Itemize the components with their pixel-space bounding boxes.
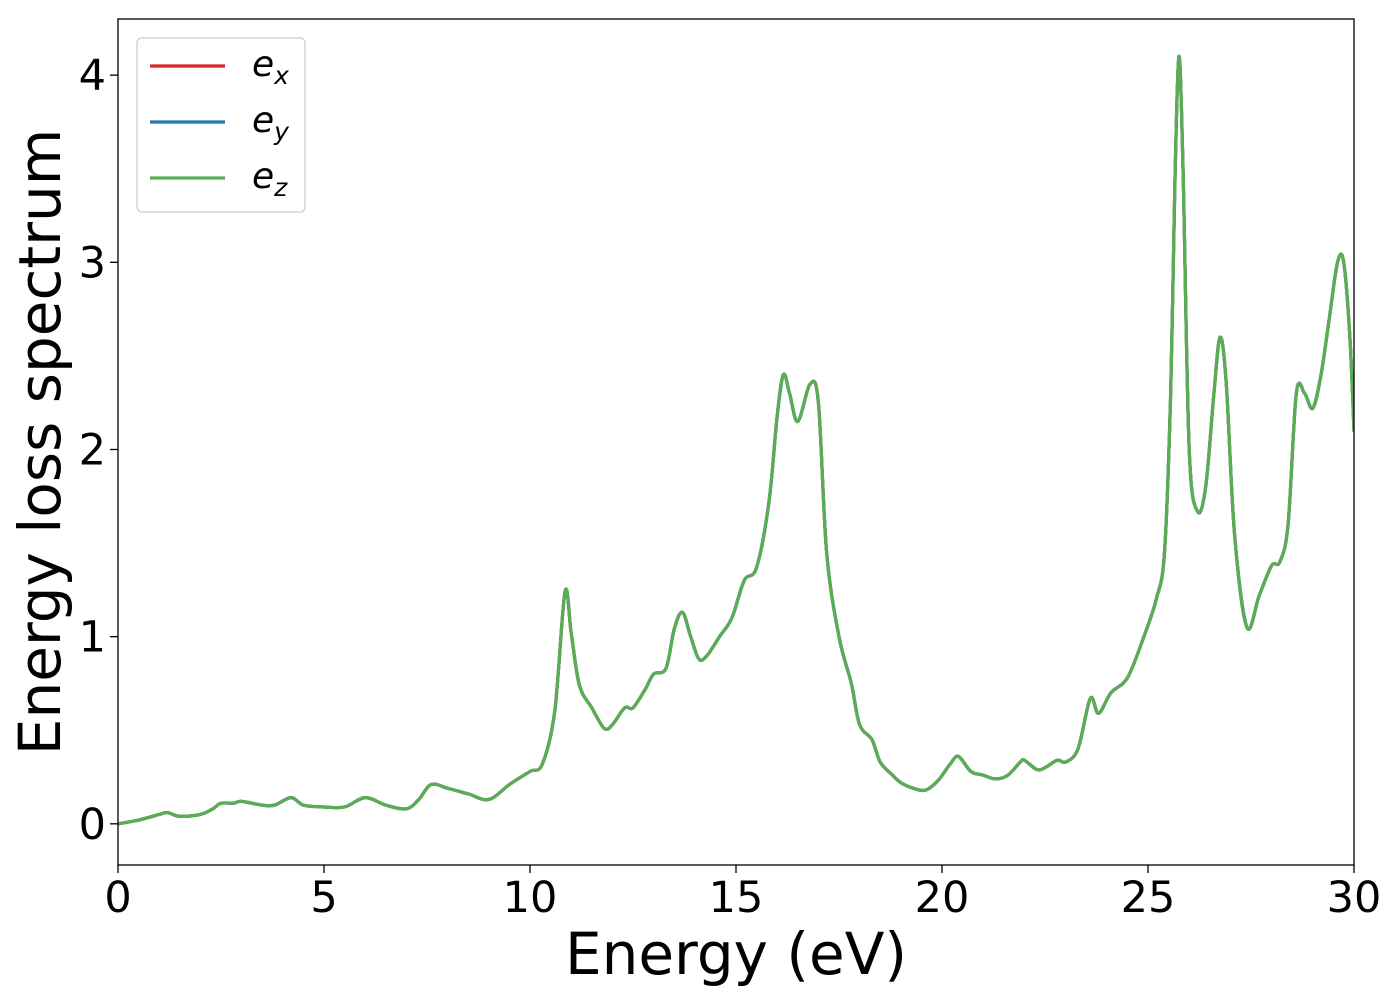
series-line-z	[118, 54, 1354, 826]
series-layer	[118, 54, 1354, 826]
legend-label-y: ey	[252, 100, 290, 146]
legend-label-z: ez	[252, 156, 288, 202]
y-tick-label: 0	[79, 800, 106, 850]
y-axis: 0 1 2 3 4	[79, 51, 118, 850]
x-axis-title: Energy (eV)	[565, 920, 907, 988]
legend: ex ey ez	[136, 37, 306, 213]
x-tick-label: 10	[503, 873, 558, 923]
legend-box	[136, 37, 306, 213]
x-tick-label: 25	[1121, 873, 1176, 923]
y-tick-label: 1	[79, 613, 106, 663]
y-axis-title: Energy loss spectrum	[6, 129, 74, 755]
y-tick-label: 3	[79, 238, 106, 288]
x-tick-label: 5	[310, 873, 337, 923]
x-tick-label: 20	[915, 873, 970, 923]
x-tick-label: 30	[1327, 873, 1382, 923]
legend-label-x: ex	[252, 44, 289, 90]
y-tick-label: 4	[79, 51, 106, 101]
x-tick-label: 15	[709, 873, 764, 923]
x-tick-label: 0	[104, 873, 131, 923]
y-tick-label: 2	[79, 425, 106, 475]
x-axis: 0 5 10 15 20 25 30	[104, 865, 1381, 923]
